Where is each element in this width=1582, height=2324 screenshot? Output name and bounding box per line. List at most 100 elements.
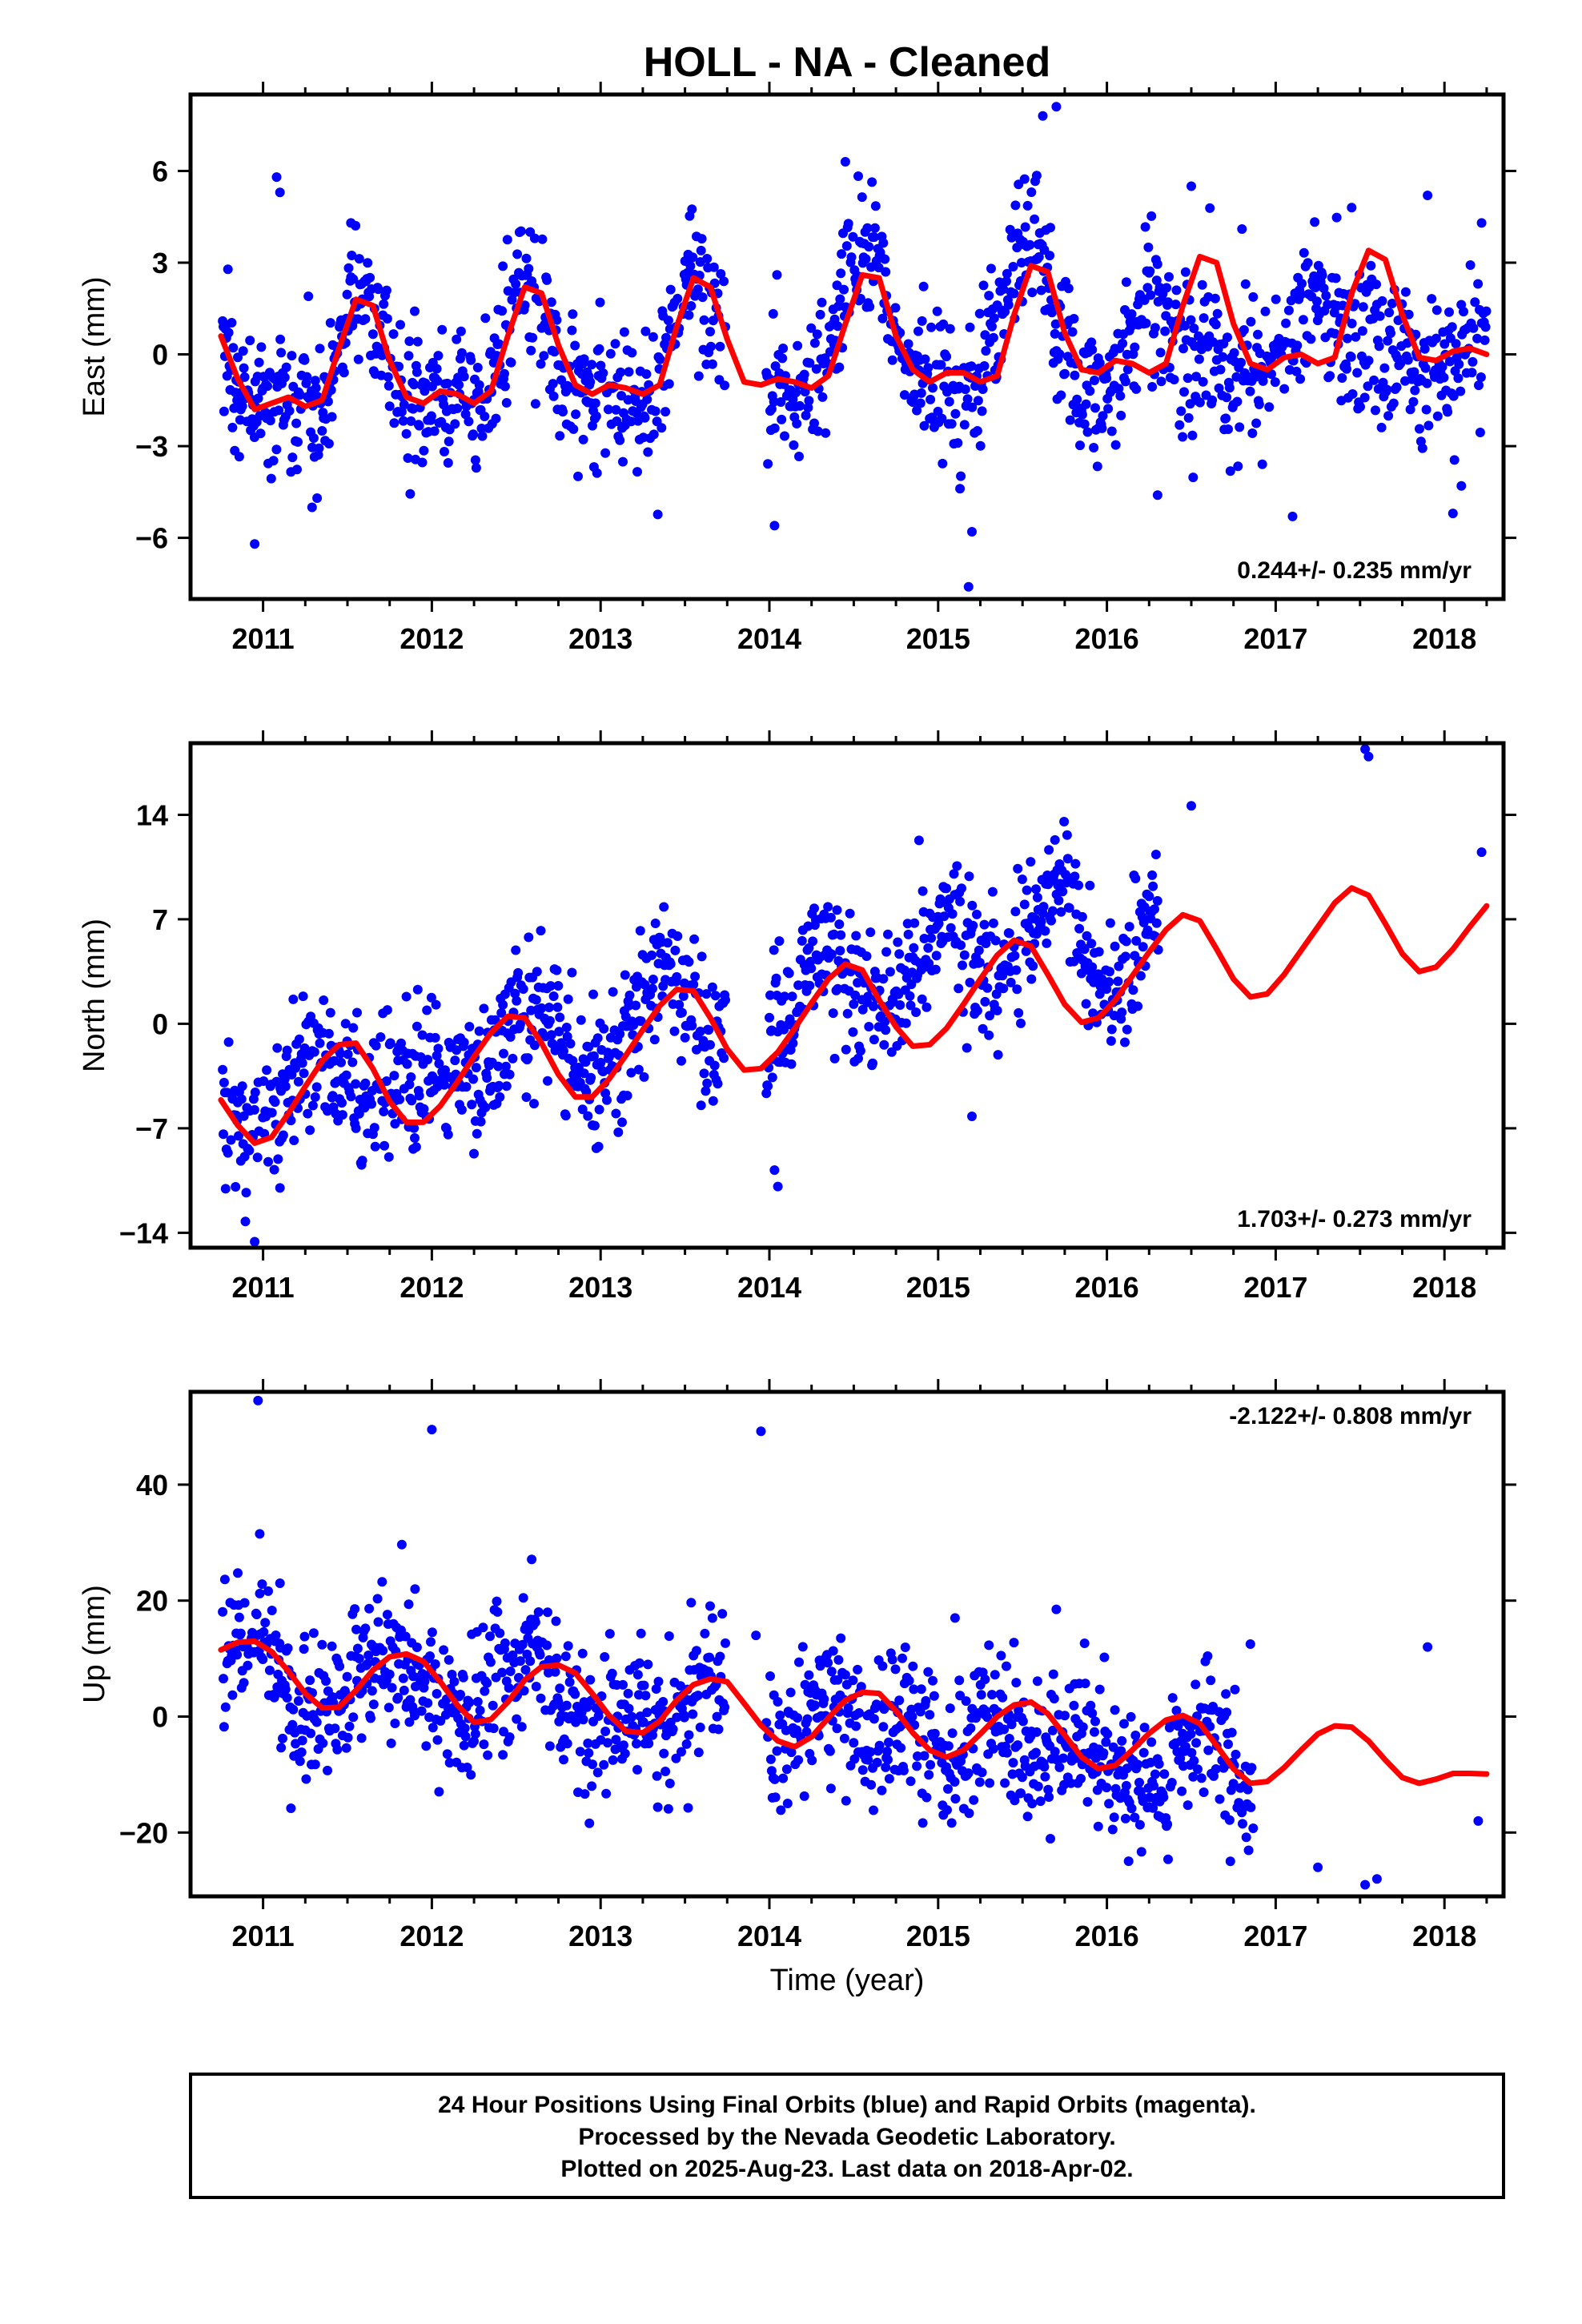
north-observation-point <box>1365 0 1375 5</box>
up-observation-point <box>1327 0 1337 5</box>
east-observation-point <box>1102 373 1112 384</box>
up-observation-point <box>258 1655 268 1664</box>
north-observation-point <box>1175 0 1185 5</box>
north-observation-point <box>467 1100 477 1110</box>
east-observation-point <box>1325 371 1335 381</box>
up-observation-point <box>267 1606 277 1615</box>
north-observation-point <box>1460 0 1469 5</box>
north-observation-point <box>1114 961 1124 971</box>
east-observation-point <box>1174 420 1185 430</box>
north-observation-point <box>1293 0 1303 5</box>
north-x-tick-label: 2011 <box>232 1271 295 1304</box>
up-observation-point <box>688 1709 698 1719</box>
up-observation-point <box>571 1717 581 1727</box>
east-y-tick-label: 0 <box>152 339 168 372</box>
up-observation-point <box>883 1755 893 1765</box>
up-observation-point <box>1391 0 1401 5</box>
north-observation-point <box>1455 0 1464 5</box>
east-observation-point <box>1232 396 1243 407</box>
north-observation-point <box>432 1051 442 1061</box>
north-observation-point <box>1106 1024 1117 1035</box>
north-observation-point <box>1305 0 1315 5</box>
north-observation-point <box>761 1088 772 1099</box>
north-observation-point <box>1419 0 1428 5</box>
north-observation-point <box>426 992 436 1003</box>
east-observation-point <box>548 391 559 401</box>
north-observation-point <box>270 1097 280 1108</box>
up-observation-point <box>925 1710 935 1720</box>
up-observation-point <box>917 1818 928 1828</box>
up-observation-point <box>643 1659 653 1670</box>
up-fit-curve <box>218 1638 1490 1787</box>
north-observation-point <box>1158 0 1167 5</box>
east-observation-point <box>1270 377 1280 388</box>
north-observation-point <box>1331 0 1340 5</box>
north-observation-point <box>1085 880 1095 891</box>
north-observation-point <box>1205 0 1215 5</box>
up-observation-point <box>1284 0 1294 5</box>
north-observation-point <box>536 926 546 936</box>
east-observation-point <box>1070 370 1080 380</box>
up-observation-point <box>1470 0 1480 5</box>
north-observation-point <box>291 1063 301 1073</box>
up-observation-point <box>1277 0 1287 5</box>
up-observation-point <box>1452 0 1461 5</box>
up-observation-point <box>976 1690 986 1700</box>
north-observation-point <box>881 1025 891 1035</box>
north-observation-point <box>375 1032 386 1042</box>
east-observation-point <box>1178 432 1188 442</box>
north-observation-point <box>1462 0 1472 5</box>
north-observation-point <box>639 1072 649 1082</box>
east-observation-point <box>1295 374 1306 384</box>
east-observation-point <box>861 254 871 264</box>
up-observation-point <box>459 1740 469 1751</box>
up-observation-point <box>898 1765 909 1775</box>
up-observation-point <box>276 1743 287 1753</box>
up-observation-point <box>352 1643 363 1654</box>
east-observation-point <box>780 431 789 441</box>
north-observation-point <box>1451 0 1460 5</box>
east-observation-point <box>255 428 266 439</box>
north-observation-point <box>1161 0 1170 5</box>
east-observation-point <box>899 390 909 400</box>
north-observation-point <box>780 991 789 1002</box>
east-observation-point <box>966 361 977 372</box>
north-observation-point <box>554 1027 564 1037</box>
north-observation-point <box>596 1057 606 1068</box>
up-observation-point <box>1332 0 1342 5</box>
north-observation-point <box>1026 857 1036 867</box>
up-observation-point <box>1478 0 1488 5</box>
north-observation-point <box>279 1074 290 1084</box>
east-observation-point <box>443 458 453 468</box>
east-observation-point <box>632 467 642 477</box>
east-observation-point <box>1188 472 1199 483</box>
north-observation-point <box>1269 0 1279 5</box>
up-observation-point <box>1278 0 1287 5</box>
north-observation-point <box>1004 928 1014 939</box>
up-observation-point <box>884 1774 894 1784</box>
north-observation-point <box>464 1022 475 1031</box>
north-observation-point <box>677 1055 686 1066</box>
north-observation-point <box>523 1053 533 1063</box>
up-observation-point <box>1414 0 1423 5</box>
north-observation-point <box>307 1100 318 1111</box>
north-observation-point <box>631 1000 641 1011</box>
east-observation-point <box>1257 459 1267 469</box>
up-observation-point <box>1456 0 1466 5</box>
up-observation-point <box>1438 0 1447 5</box>
east-observation-point <box>468 429 479 440</box>
north-observation-point <box>412 1021 422 1031</box>
north-observation-point <box>1202 0 1211 5</box>
north-observation-point <box>1351 0 1361 5</box>
panel-east: 2011 2012 2013 2014 2015 2016 2017 2018630−3−6E… <box>78 82 1516 655</box>
east-observation-point <box>410 306 420 316</box>
north-observation-point <box>280 1081 291 1092</box>
north-x-tick-label: 2017 <box>1243 1271 1307 1304</box>
north-observation-point <box>901 1018 911 1028</box>
east-observation-point <box>1178 344 1188 354</box>
north-observation-point <box>1346 0 1355 5</box>
footer-box: 24 Hour Positions Using Final Orbits (bl… <box>189 2073 1505 2199</box>
up-observation-point <box>1340 0 1350 5</box>
up-observation-point <box>869 1805 878 1815</box>
up-observation-point <box>1333 0 1343 5</box>
